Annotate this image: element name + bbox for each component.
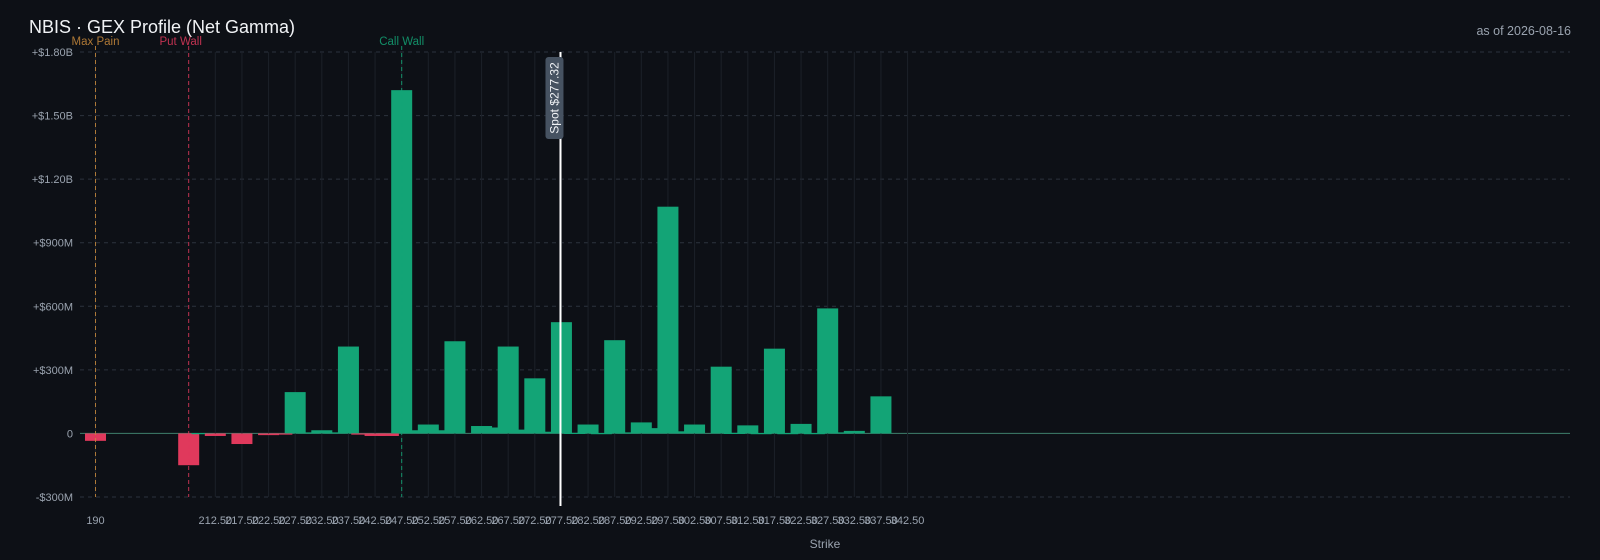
x-tick-label: 322.50 — [784, 515, 818, 527]
grid-layer — [80, 51, 1570, 498]
x-tick-label: 297.50 — [651, 515, 685, 527]
gex-bar — [590, 433, 612, 435]
gex-bar — [684, 424, 706, 434]
gex-bar — [843, 430, 865, 434]
bar-layer — [85, 90, 892, 466]
x-tick-label: 257.50 — [438, 515, 472, 527]
gex-bar — [710, 366, 732, 434]
gex-bar — [763, 348, 785, 434]
x-tick-label: 267.50 — [491, 515, 525, 527]
gex-bar — [630, 422, 652, 434]
gex-bar — [670, 431, 692, 434]
gex-bar — [351, 433, 373, 435]
x-tick-label: 282.50 — [571, 515, 605, 527]
x-tick-label: 212.50 — [198, 515, 232, 527]
x-tick-label: 342.50 — [891, 515, 925, 527]
gex-bar — [604, 340, 626, 434]
gex-bar — [830, 432, 852, 434]
y-tick-label: +$1.80B — [32, 47, 73, 59]
gex-bar — [750, 433, 772, 435]
x-tick-label: 337.50 — [864, 515, 898, 527]
gex-bar — [85, 433, 106, 441]
gex-bar — [471, 426, 493, 434]
gex-bar — [484, 427, 506, 434]
gex-bar — [271, 433, 293, 435]
gex-bar — [364, 433, 386, 436]
x-tick-label: 312.50 — [731, 515, 765, 527]
gex-bar — [391, 90, 413, 434]
x-tick-label: 307.50 — [704, 515, 738, 527]
page-title: NBIS · GEX Profile (Net Gamma) — [29, 17, 296, 37]
gex-bar — [284, 392, 306, 434]
y-tick-label: +$600M — [33, 301, 73, 313]
x-tick-label: 292.50 — [624, 515, 658, 527]
gex-bar — [404, 430, 426, 434]
y-tick-label: +$300M — [33, 365, 73, 377]
x-tick-label: 232.50 — [305, 515, 339, 527]
gex-bar — [231, 433, 253, 445]
x-tick-label: 262.50 — [465, 515, 499, 527]
x-tick-label: 190 — [86, 515, 104, 527]
gex-bar — [790, 423, 812, 434]
x-tick-label: 222.50 — [252, 515, 286, 527]
max-pain-label: Max Pain — [72, 36, 120, 48]
marker-layer: Max Pain Put Wall Call Wall Spot $277.32 — [72, 36, 564, 506]
put-wall-label: Put Wall — [159, 36, 201, 48]
x-tick-label: 277.50 — [545, 515, 579, 527]
gex-bar — [444, 341, 466, 434]
x-tick-label: 237.50 — [332, 515, 366, 527]
gex-bar — [777, 433, 799, 435]
gex-bar — [204, 433, 226, 436]
gex-bar — [377, 433, 399, 436]
gex-bar — [497, 346, 519, 434]
gex-bar — [564, 432, 586, 434]
call-wall-label: Call Wall — [379, 36, 424, 48]
y-tick-label: +$900M — [33, 238, 73, 250]
x-tick-label: 287.50 — [598, 515, 632, 527]
gex-bar — [617, 432, 639, 434]
gex-bar — [337, 346, 359, 434]
y-tick-label: 0 — [67, 428, 73, 440]
gex-bar — [803, 433, 825, 435]
gex-bar — [191, 433, 213, 435]
x-tick-label: 332.50 — [837, 515, 871, 527]
spot-label: Spot $277.32 — [547, 62, 561, 134]
axis-layer: -$300M 0 +$300M +$600M +$900M +$1.20B +$1.50B +… — [32, 47, 925, 551]
gex-bar — [258, 433, 280, 436]
as-of-date: as of 2026-08-16 — [1476, 24, 1571, 38]
gex-bar — [431, 430, 453, 434]
gex-bar — [417, 424, 439, 434]
x-tick-label: 272.50 — [518, 515, 552, 527]
x-tick-label: 217.50 — [225, 515, 259, 527]
gex-bar — [537, 431, 559, 434]
x-tick-label: 227.50 — [278, 515, 312, 527]
x-tick-label: 317.50 — [758, 515, 792, 527]
spot-badge — [545, 57, 564, 139]
y-tick-label: -$300M — [36, 492, 73, 504]
gex-bar — [644, 428, 666, 434]
y-tick-label: +$1.20B — [32, 174, 73, 186]
x-tick-label: 247.50 — [385, 515, 419, 527]
gex-bar — [737, 425, 759, 434]
gex-bar — [178, 433, 200, 466]
gex-bar — [870, 396, 892, 434]
x-tick-label: 327.50 — [811, 515, 845, 527]
gex-bar — [817, 308, 839, 434]
y-tick-label: +$1.50B — [32, 111, 73, 123]
gex-bar — [324, 432, 346, 434]
gex-bar — [511, 429, 532, 434]
gex-bar — [657, 206, 679, 434]
gex-bar — [311, 430, 333, 434]
gex-bar — [577, 424, 599, 434]
gex-bar — [298, 432, 319, 434]
x-tick-label: 252.50 — [411, 515, 445, 527]
x-tick-label: 242.50 — [358, 515, 392, 527]
x-tick-label: 302.50 — [678, 515, 712, 527]
gex-bar — [524, 378, 546, 434]
gex-bar — [724, 432, 745, 434]
x-axis-title: Strike — [810, 537, 841, 551]
